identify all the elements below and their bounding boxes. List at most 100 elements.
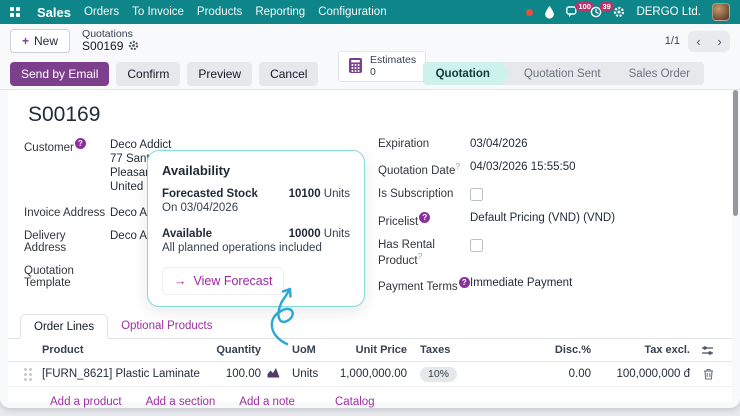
view-forecast-button[interactable]: → View Forecast <box>162 267 285 295</box>
header-quantity[interactable]: Quantity <box>216 344 261 357</box>
order-line-row[interactable]: [FURN_8621] Plastic Laminate 100.00 Unit… <box>8 362 732 388</box>
is-subscription-checkbox[interactable] <box>470 187 483 201</box>
available-value: 10000 <box>288 228 321 240</box>
delivery-address-label: Delivery Address <box>24 230 67 254</box>
cell-uom[interactable]: Units <box>292 368 319 381</box>
form-right-column: Expiration 03/04/2026 Quotation Date? 04… <box>378 138 716 304</box>
catalog-link[interactable]: Catalog <box>334 396 375 408</box>
available-label: Available <box>162 228 213 240</box>
smart-button-label: Estimates <box>370 54 417 66</box>
breadcrumb-parent[interactable]: Quotations <box>82 27 133 40</box>
cancel-button[interactable]: Cancel <box>259 61 319 86</box>
expiration-value[interactable]: 03/04/2026 <box>470 138 528 150</box>
payment-terms-value[interactable]: Immediate Payment <box>470 277 573 290</box>
popover-title: Availability <box>162 163 231 178</box>
table-footer-links: Add a product Add a section Add a note C… <box>8 387 732 408</box>
confirm-button[interactable]: Confirm <box>116 61 181 86</box>
help-superscript: ? <box>417 250 423 261</box>
pager: 1/1 ‹ › <box>665 30 730 52</box>
help-superscript: ? <box>455 161 461 171</box>
record-title: S00169 <box>28 103 101 126</box>
forecasted-stock-label: Forecasted Stock <box>162 188 258 200</box>
header-discount[interactable]: Disc.% <box>554 344 591 357</box>
optional-columns-icon[interactable] <box>690 345 716 356</box>
cell-quantity[interactable]: 100.00 <box>225 368 261 381</box>
pager-previous-button[interactable]: ‹ <box>696 33 701 49</box>
messages-icon[interactable]: 100 <box>566 2 594 18</box>
quotation-template-label: Quotation Template <box>24 265 74 289</box>
tab-order-lines[interactable]: Order Lines <box>20 314 109 340</box>
menu-reporting[interactable]: Reporting <box>255 6 306 18</box>
actions-cog-icon[interactable] <box>128 40 139 55</box>
send-by-email-button[interactable]: Send by Email <box>10 61 110 86</box>
forecasted-stock-value: 10100 <box>288 188 321 200</box>
header-unit-price[interactable]: Unit Price <box>355 344 407 357</box>
expiration-label: Expiration <box>378 138 430 150</box>
statusbar: Quotation Quotation Sent Sales Order <box>422 62 704 85</box>
pricelist-label: Pricelist <box>378 215 419 228</box>
recording-dot-icon <box>526 8 534 16</box>
breadcrumb: Quotations S00169 <box>82 28 139 55</box>
add-a-product-link[interactable]: Add a product <box>50 396 122 408</box>
quotation-date-value[interactable]: 04/03/2026 15:55:50 <box>470 161 576 173</box>
header-product[interactable]: Product <box>42 344 84 357</box>
user-avatar[interactable] <box>712 3 730 21</box>
cell-tax-excl[interactable]: 100,000,000 đ <box>616 368 690 381</box>
has-rental-product-label: Has Rental Product <box>378 238 435 267</box>
settings-gear-icon[interactable] <box>613 6 625 18</box>
tab-optional-products[interactable]: Optional Products <box>121 320 213 333</box>
drag-handle[interactable] <box>24 367 32 381</box>
activities-clock-icon[interactable]: 39 <box>590 2 614 18</box>
activities-count-badge: 39 <box>599 2 614 11</box>
header-tax-excl[interactable]: Tax excl. <box>644 344 690 357</box>
calculator-icon <box>348 57 363 77</box>
forecast-chart-icon[interactable] <box>261 367 283 381</box>
add-a-section-link[interactable]: Add a section <box>145 396 216 408</box>
company-name[interactable]: DERGO Ltd. <box>636 6 701 18</box>
header-taxes[interactable]: Taxes <box>420 344 451 357</box>
cell-unit-price[interactable]: 1,000,000.00 <box>339 368 407 381</box>
available-note: All planned operations included <box>162 242 322 254</box>
help-badge-icon: ? <box>458 277 470 289</box>
notebook: Order Lines Optional Products Product Qu… <box>8 314 732 408</box>
cell-product[interactable]: [FURN_8621] Plastic Laminate <box>42 368 200 381</box>
messages-count-badge: 100 <box>575 2 594 11</box>
top-nav-bar: Sales Orders To Invoice Products Reporti… <box>0 0 740 24</box>
order-lines-header: Product Quantity UoM Unit Price Taxes Di… <box>8 339 732 363</box>
status-step-sales-order[interactable]: Sales Order <box>628 67 690 80</box>
smart-button-count: 0 <box>370 65 376 78</box>
menu-to-invoice[interactable]: To Invoice <box>132 6 184 18</box>
invoice-address-label: Invoice Address <box>24 207 106 219</box>
forecasted-date: On 03/04/2026 <box>162 202 239 214</box>
form-sheet: S00169 Customer? Deco Addict 77 Santa B … <box>8 90 732 408</box>
apps-grid-icon[interactable] <box>10 7 20 17</box>
availability-popover: Availability Forecasted Stock 10100 Unit… <box>147 150 365 307</box>
header-uom[interactable]: UoM <box>292 344 316 357</box>
menu-orders[interactable]: Orders <box>83 6 120 18</box>
quotation-date-label: Quotation Date <box>378 164 456 177</box>
control-panel: + New Quotations S00169 Estimates 0 1/1 <box>0 24 740 83</box>
has-rental-product-checkbox[interactable] <box>470 238 483 252</box>
preview-button[interactable]: Preview <box>187 61 253 86</box>
payment-terms-label: Payment Terms <box>378 281 458 294</box>
estimates-smart-button[interactable]: Estimates 0 <box>338 51 427 83</box>
cell-discount[interactable]: 0.00 <box>568 368 591 381</box>
app-title[interactable]: Sales <box>37 4 71 20</box>
help-badge-icon: ? <box>419 211 431 223</box>
status-step-quotation[interactable]: Quotation <box>423 62 510 85</box>
plus-icon: + <box>22 34 30 48</box>
pager-next-button[interactable]: › <box>717 33 722 49</box>
status-step-quotation-sent[interactable]: Quotation Sent <box>523 67 601 80</box>
pricelist-value[interactable]: Default Pricing (VND) (VND) <box>470 211 616 224</box>
vertical-scrollbar[interactable] <box>733 90 738 216</box>
tax-badge[interactable]: 10% <box>420 366 458 382</box>
is-subscription-label: Is Subscription <box>378 187 454 200</box>
delete-row-icon[interactable] <box>690 368 716 380</box>
breadcrumb-current: S00169 <box>82 39 124 54</box>
new-button[interactable]: + New <box>10 29 71 53</box>
menu-configuration[interactable]: Configuration <box>318 6 387 18</box>
add-a-note-link[interactable]: Add a note <box>239 396 295 408</box>
droplet-icon[interactable] <box>544 5 555 19</box>
menu-products[interactable]: Products <box>196 6 243 18</box>
